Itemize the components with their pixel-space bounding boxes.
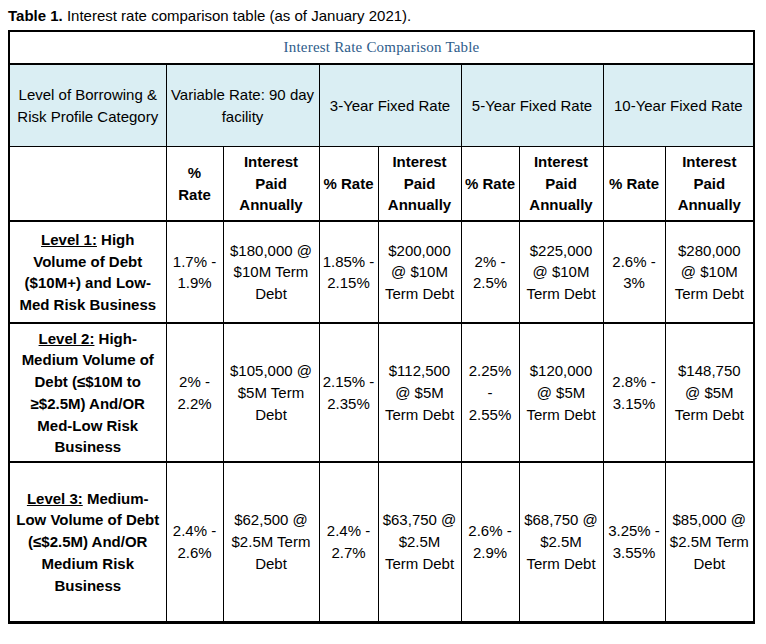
table-row-level-2: Level 2: High-Medium Volume of Debt (≤$1…	[9, 323, 754, 462]
level-1-label: Level 1:	[41, 231, 97, 248]
document-page: Table 1. Interest rate comparison table …	[0, 0, 766, 624]
interest-cell: $148,750 @ $5M Term Debt	[665, 323, 754, 462]
rate-cell: 2.25% - 2.55%	[461, 323, 519, 462]
interest-cell: $85,000 @ $2.5M Term Debt	[665, 462, 754, 622]
rate-cell: 2.6% - 3%	[603, 221, 665, 323]
category-header-cell: Level of Borrowing & Risk Profile Catego…	[9, 64, 166, 146]
rate-subheader: % Rate	[319, 146, 378, 221]
group-header-3-year-fixed: 3-Year Fixed Rate	[319, 64, 461, 146]
rate-cell: 2.4% - 2.6%	[166, 462, 223, 622]
rate-cell: 1.7% - 1.9%	[166, 221, 223, 323]
level-2-label: Level 2:	[39, 330, 95, 347]
interest-subheader: Interest Paid Annually	[378, 146, 461, 221]
rate-cell: 2.8% - 3.15%	[603, 323, 665, 462]
subheader-blank-cell	[9, 146, 166, 221]
rate-cell: 2% - 2.5%	[461, 221, 519, 323]
table-row-level-1: Level 1: High Volume of Debt ($10M+) and…	[9, 221, 754, 323]
interest-subheader: Interest Paid Annually	[223, 146, 319, 221]
group-header-5-year-fixed: 5-Year Fixed Rate	[461, 64, 603, 146]
caption-label: Table 1.	[8, 7, 63, 24]
table-row-level-3: Level 3: Medium-Low Volume of Debt (≤$2.…	[9, 462, 754, 622]
rate-subheader: % Rate	[461, 146, 519, 221]
rate-subheader: % Rate	[603, 146, 665, 221]
caption-text: Interest rate comparison table (as of Ja…	[67, 7, 411, 24]
level-1-category-cell: Level 1: High Volume of Debt ($10M+) and…	[9, 221, 166, 323]
level-2-category-cell: Level 2: High-Medium Volume of Debt (≤$1…	[9, 323, 166, 462]
interest-cell: $225,000 @ $10M Term Debt	[519, 221, 603, 323]
rate-cell: 3.25% - 3.55%	[603, 462, 665, 622]
table-title: Interest Rate Comparison Table	[9, 31, 754, 64]
level-3-category-cell: Level 3: Medium-Low Volume of Debt (≤$2.…	[9, 462, 166, 622]
rate-cell: 2.15% - 2.35%	[319, 323, 378, 462]
rate-cell: 2% - 2.2%	[166, 323, 223, 462]
rate-cell: 2.4% - 2.7%	[319, 462, 378, 622]
interest-cell: $180,000 @ $10M Term Debt	[223, 221, 319, 323]
interest-cell: $105,000 @ $5M Term Debt	[223, 323, 319, 462]
rate-subheader: % Rate	[166, 146, 223, 221]
interest-cell: $62,500 @ $2.5M Term Debt	[223, 462, 319, 622]
group-header-variable-rate: Variable Rate: 90 day facility	[166, 64, 319, 146]
interest-cell: $200,000 @ $10M Term Debt	[378, 221, 461, 323]
interest-subheader: Interest Paid Annually	[665, 146, 754, 221]
interest-cell: $120,000 @ $5M Term Debt	[519, 323, 603, 462]
rate-cell: 1.85% - 2.15%	[319, 221, 378, 323]
group-header-10-year-fixed: 10-Year Fixed Rate	[603, 64, 754, 146]
interest-rate-table: Interest Rate Comparison Table Level of …	[8, 30, 755, 624]
interest-cell: $68,750 @ $2.5M Term Debt	[519, 462, 603, 622]
interest-cell: $63,750 @ $2.5M Term Debt	[378, 462, 461, 622]
level-2-description: High-Medium Volume of Debt (≤$10M to ≥$2…	[22, 330, 154, 456]
level-3-label: Level 3:	[27, 490, 83, 507]
interest-cell: $280,000 @ $10M Term Debt	[665, 221, 754, 323]
interest-subheader: Interest Paid Annually	[519, 146, 603, 221]
interest-cell: $112,500 @ $5M Term Debt	[378, 323, 461, 462]
table-caption: Table 1. Interest rate comparison table …	[8, 6, 758, 26]
rate-cell: 2.6% - 2.9%	[461, 462, 519, 622]
